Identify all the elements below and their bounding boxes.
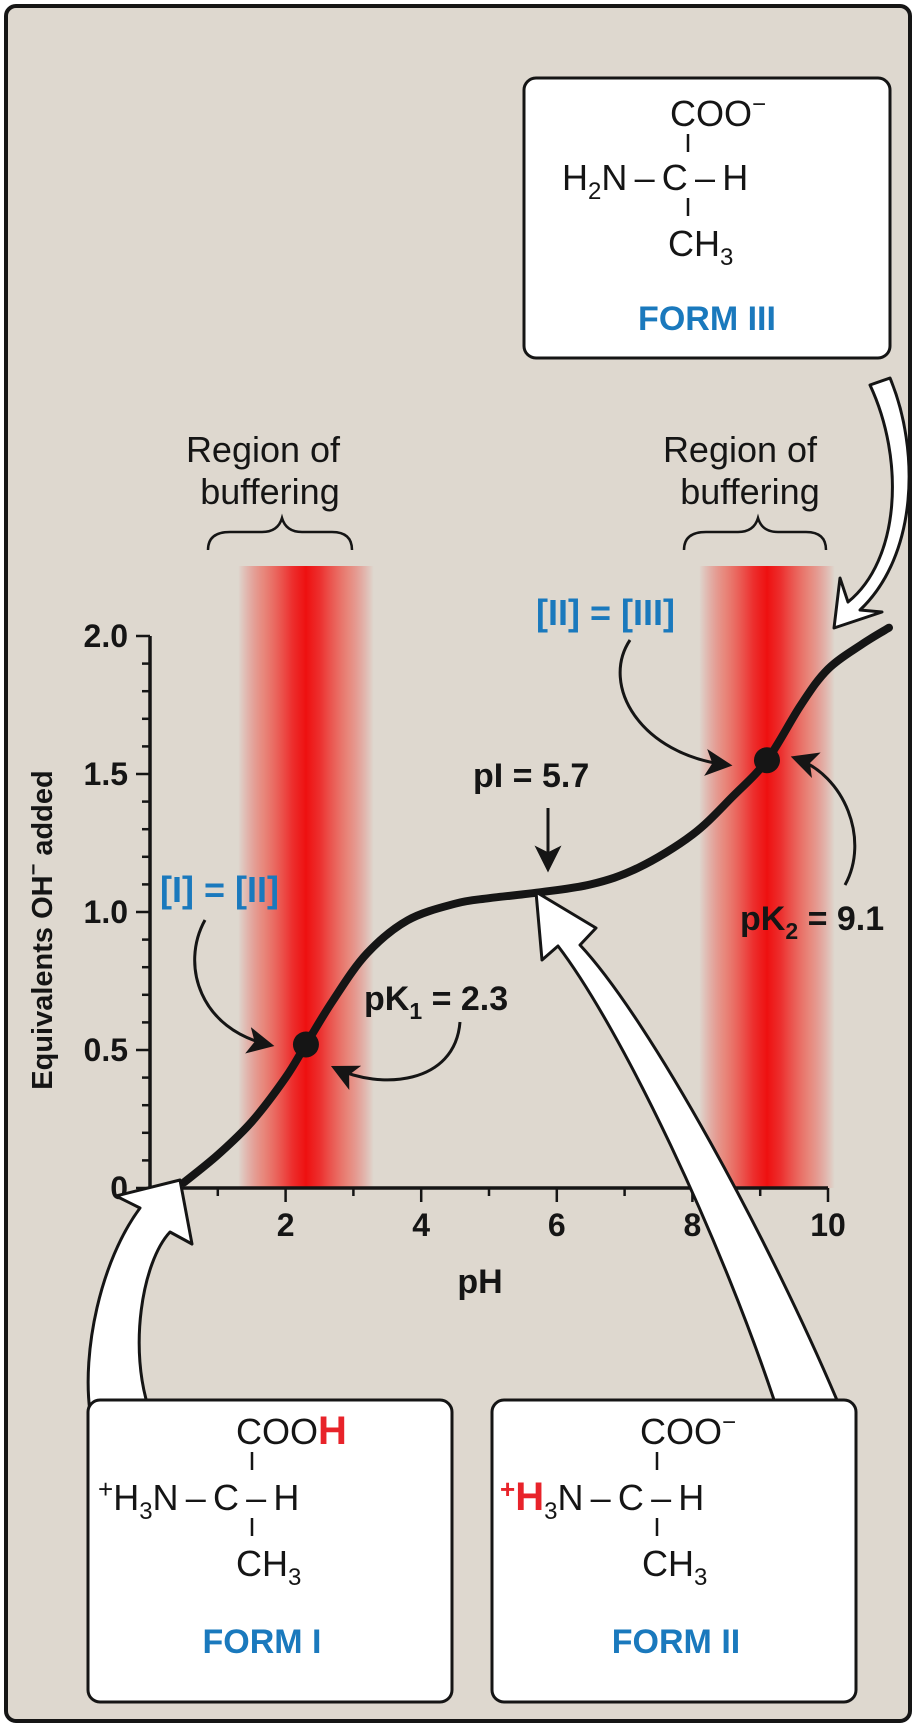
x-tick-label: 8 (684, 1207, 702, 1243)
form2-bottom: CH3 (642, 1543, 707, 1591)
label-eq-II-III: [II] = [III] (536, 592, 675, 633)
x-tick-label: 4 (412, 1207, 430, 1243)
arrow-eq-II-III (618, 639, 733, 776)
form3-bottom: CH3 (668, 223, 733, 271)
brace-right (682, 513, 828, 551)
x-tick-label: 6 (548, 1207, 566, 1243)
callout-arrow-form1 (86, 1178, 194, 1414)
arrow-eq-I-II (193, 919, 275, 1054)
form2-name: FORM II (612, 1623, 740, 1661)
arrow-pK2 (790, 752, 857, 886)
form3-name: FORM III (638, 300, 776, 338)
arrow-pK1 (330, 1021, 462, 1090)
y-axis-label-tail: added (27, 770, 59, 863)
y-axis-label-sup: − (23, 864, 45, 876)
region-left-line2: buffering (200, 471, 339, 512)
label-pI: pI = 5.7 (473, 757, 589, 795)
region-right-line2: buffering (680, 471, 819, 512)
form1-bottom: CH3 (236, 1543, 301, 1591)
form-III-box: COO− H2N – C – H CH3 FORM III (522, 76, 892, 360)
x-tick-label: 2 (277, 1207, 295, 1243)
y-axis-label: Equivalents OH− added (23, 770, 59, 1089)
form1-mid: +H3N – C – H (98, 1474, 299, 1525)
x-tick-label: 10 (810, 1207, 846, 1243)
equivalence-points (292, 747, 780, 1058)
form3-top: COO− (670, 91, 766, 134)
label-eq-I-II: [I] = [II] (160, 869, 279, 910)
label-pK1: pK1 = 2.3 (364, 980, 508, 1024)
label-pK2: pK2 = 9.1 (740, 900, 884, 944)
equivalence-point-1 (292, 1031, 319, 1058)
y-tick-label: 2.0 (84, 618, 128, 654)
form2-mid: +H3N – C – H (500, 1474, 704, 1525)
form3-mid: H2N – C – H (562, 157, 748, 205)
region-right-line1: Region of (663, 429, 818, 470)
callout-arrow-form2 (534, 890, 844, 1414)
region-left-line1: Region of (186, 429, 341, 470)
region-label-right: Region of buffering (663, 429, 820, 512)
panel-background (4, 4, 912, 1723)
equivalence-point-2 (753, 747, 780, 774)
titration-curve (179, 623, 893, 1187)
y-axis-label-main: Equivalents OH (27, 875, 59, 1089)
form2-top: COO− (640, 1409, 736, 1452)
y-tick-label: 0.5 (84, 1032, 128, 1068)
y-tick-label: 1.5 (84, 756, 128, 792)
buffer-band-2 (699, 566, 835, 1188)
brace-left (206, 513, 354, 551)
form1-top: COOH (236, 1409, 347, 1453)
region-label-left: Region of buffering (186, 429, 341, 512)
x-axis-label: pH (457, 1263, 502, 1301)
form-I-box: COOH +H3N – C – H CH3 FORM I (86, 1398, 454, 1704)
buffer-bands (238, 566, 835, 1188)
y-tick-label: 1.0 (84, 894, 128, 930)
form1-name: FORM I (203, 1623, 322, 1661)
callout-arrow-form3 (832, 376, 911, 630)
form-II-box: COO− +H3N – C – H CH3 FORM II (490, 1398, 858, 1704)
svg-text:Equivalents OH− added: Equivalents OH− added (23, 770, 59, 1089)
